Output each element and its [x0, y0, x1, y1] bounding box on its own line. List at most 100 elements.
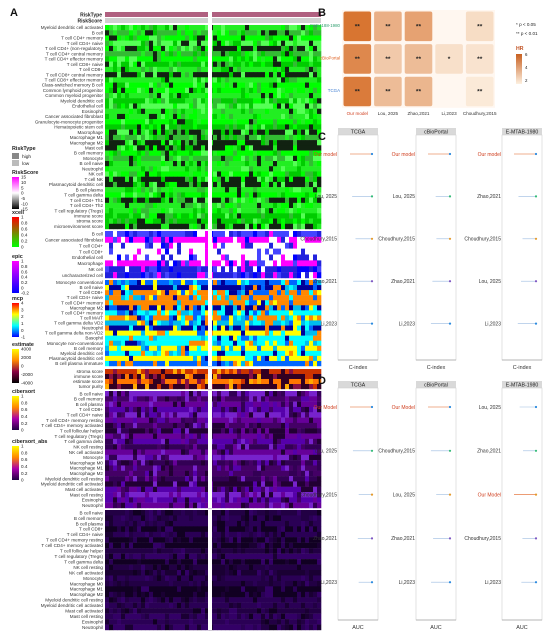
heatmap-cell	[241, 87, 246, 94]
heatmap-cell	[269, 384, 274, 390]
heatmap-cell	[137, 438, 142, 445]
heatmap-cell	[121, 98, 126, 104]
heatmap-cell	[153, 61, 158, 68]
heatmap-cell	[145, 176, 150, 183]
heatmap-cell	[285, 300, 290, 306]
heatmap-cell	[305, 401, 310, 408]
heatmap-cell	[197, 208, 202, 214]
heatmap-cell	[265, 486, 270, 493]
heatmap-cell	[265, 355, 270, 362]
heatmap-cell	[313, 82, 318, 88]
heatmap-cell	[121, 433, 126, 440]
heatmap-cell	[133, 350, 138, 357]
heatmap-cell	[253, 103, 258, 109]
heatmap-cell	[133, 438, 138, 445]
heatmap-cell	[117, 155, 122, 162]
heatmap-cell	[205, 129, 210, 136]
heatmap-cell	[137, 310, 142, 316]
heatmap-cell	[173, 134, 178, 141]
heatmap-cell	[173, 260, 178, 267]
heatmap-cell	[237, 325, 242, 331]
heatmap-cell	[245, 134, 250, 141]
heatmap-cell	[237, 129, 242, 136]
heatmap-cell	[289, 176, 294, 183]
heatmap-cell	[305, 103, 310, 109]
heatmap-cell	[177, 218, 182, 224]
heatmap-cell	[241, 305, 246, 311]
heatmap-cell	[121, 417, 126, 424]
heatmap-cell	[301, 124, 306, 130]
heatmap-cell	[245, 51, 250, 57]
heatmap-cell	[293, 248, 298, 255]
heatmap-cell	[189, 320, 194, 326]
heatmap-cell	[253, 45, 258, 52]
heatmap-cell	[217, 242, 222, 249]
heatmap-cell	[129, 202, 134, 209]
heatmap-cell	[241, 476, 246, 482]
heatmap-cell	[229, 192, 234, 198]
heatmap-cell	[265, 266, 270, 273]
heatmap-cell	[221, 330, 226, 336]
heatmap-cell	[229, 254, 234, 261]
heatmap-cell	[197, 369, 202, 375]
row-label: Hematopoietic stem cell	[54, 125, 103, 130]
heatmap-cell	[125, 45, 130, 52]
heatmap-cell	[105, 290, 110, 296]
heatmap-cell	[117, 236, 122, 243]
heatmap-cell	[229, 181, 234, 188]
heatmap-cell	[289, 35, 294, 41]
heatmap-cell	[265, 192, 270, 198]
heatmap-cell	[277, 61, 282, 68]
heatmap-cell	[269, 470, 274, 477]
heatmap-cell	[193, 486, 198, 493]
heatmap-cell	[197, 355, 202, 362]
heatmap-cell	[169, 300, 174, 306]
heatmap-cell	[297, 360, 302, 367]
heatmap-cell	[249, 406, 254, 413]
heatmap-cell	[313, 295, 318, 301]
heatmap-cell	[301, 77, 306, 83]
heatmap-cell	[317, 285, 322, 291]
heatmap-cell	[145, 340, 150, 346]
heatmap-cell	[193, 223, 198, 230]
heatmap-cell	[305, 145, 310, 151]
heatmap-cell	[265, 197, 270, 204]
heatmap-cell	[225, 422, 230, 429]
heatmap-cell	[305, 350, 310, 357]
heatmap-cell	[173, 223, 178, 230]
heatmap-cell	[293, 379, 298, 385]
heatmap-cell	[253, 161, 258, 167]
heatmap-cell	[201, 360, 206, 367]
heatmap-cell	[117, 384, 122, 390]
heatmap-cell	[105, 213, 110, 219]
heatmap-cell	[137, 391, 142, 397]
heatmap-cell	[241, 384, 246, 390]
heatmap-cell	[265, 433, 270, 440]
heatmap-cell	[277, 305, 282, 311]
heatmap-cell	[181, 406, 186, 413]
heatmap-cell	[201, 119, 206, 125]
heatmap-cell	[141, 155, 146, 162]
heatmap-cell	[113, 433, 118, 440]
heatmap-cell	[245, 254, 250, 261]
heatmap-cell	[261, 176, 266, 183]
heatmap-cell	[297, 197, 302, 204]
heatmap-cell	[253, 444, 258, 450]
heatmap-cell	[245, 98, 250, 104]
heatmap-cell	[249, 254, 254, 261]
heatmap-cell	[133, 161, 138, 167]
heatmap-cell	[185, 272, 190, 279]
row-label: T cell MAIT	[80, 315, 103, 320]
heatmap-cell	[221, 45, 226, 52]
heatmap-cell	[141, 325, 146, 331]
heatmap-cell	[301, 208, 306, 214]
heatmap-cell	[181, 492, 186, 498]
heatmap-cell	[185, 140, 190, 146]
heatmap-cell	[133, 124, 138, 130]
heatmap-cell	[197, 330, 202, 336]
heatmap-cell	[153, 325, 158, 331]
heatmap-cell	[249, 492, 254, 498]
heatmap-cell	[309, 129, 314, 136]
heatmap-cell	[129, 305, 134, 311]
heatmap-cell	[233, 61, 238, 68]
